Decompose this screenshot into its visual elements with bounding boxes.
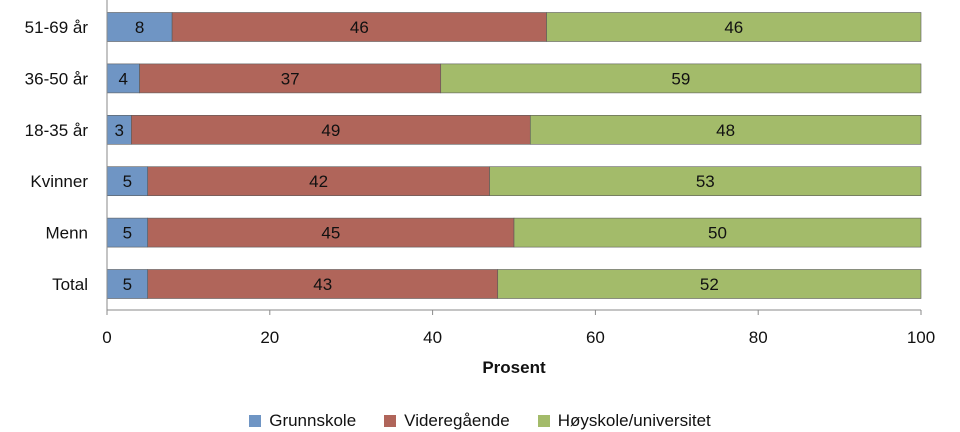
x-tick-label: 0 <box>102 328 111 347</box>
data-label-h-yskole-universitet-5: 50 <box>708 224 727 243</box>
bar-videreg-ende-1 <box>171 12 547 42</box>
bar-h-yskole-universitet-6 <box>497 269 922 299</box>
category-label: 18-35 år <box>25 121 89 140</box>
bar-grunnskole-1 <box>106 12 173 42</box>
legend-swatch-grunnskole <box>249 415 262 427</box>
x-axis-title: Prosent <box>482 358 546 377</box>
data-labels-layer: 8 46 46 4 37 59 3 49 48 5 42 53 5 45 50 5 43 52 <box>114 18 743 294</box>
data-label-grunnskole-2: 4 <box>119 69 128 88</box>
data-label-grunnskole-4: 5 <box>123 172 132 191</box>
legend-item-grunnskole: Grunnskole <box>249 411 356 431</box>
legend-item-videregaende: Videregående <box>384 411 510 431</box>
stacked-bar-chart: 8 46 46 4 37 59 3 49 48 5 42 53 5 45 50 5 43 52 51-69 år 3… <box>25 0 935 377</box>
bar-videreg-ende-6 <box>147 269 499 299</box>
category-label: Total <box>52 275 88 294</box>
axes-layer: 51-69 år 36-50 år 18-35 år Kvinner Menn Total… <box>25 0 935 347</box>
data-label-videreg-ende-4: 42 <box>309 172 328 191</box>
data-label-videreg-ende-6: 43 <box>313 275 332 294</box>
data-label-videreg-ende-2: 37 <box>281 69 300 88</box>
category-label: Kvinner <box>30 172 88 191</box>
legend: Grunnskole Videregående Høyskole/univers… <box>0 410 960 432</box>
data-label-grunnskole-6: 5 <box>123 275 132 294</box>
bar-h-yskole-universitet-4 <box>489 166 922 196</box>
x-tick-label: 60 <box>586 328 605 347</box>
x-tick-label: 80 <box>749 328 768 347</box>
x-tick-label: 40 <box>423 328 442 347</box>
data-label-h-yskole-universitet-2: 59 <box>671 69 690 88</box>
data-label-videreg-ende-3: 49 <box>321 121 340 140</box>
legend-label-hoyskole: Høyskole/universitet <box>557 411 711 430</box>
bar-grunnskole-5 <box>106 217 149 248</box>
data-label-h-yskole-universitet-3: 48 <box>716 121 735 140</box>
legend-item-hoyskole: Høyskole/universitet <box>537 411 711 431</box>
bar-h-yskole-universitet-2 <box>440 63 922 94</box>
data-label-h-yskole-universitet-4: 53 <box>696 172 715 191</box>
data-label-grunnskole-1: 8 <box>135 18 144 37</box>
legend-label-videregaende: Videregående <box>404 411 510 430</box>
bar-videreg-ende-5 <box>147 217 515 248</box>
x-tick-label: 100 <box>907 328 935 347</box>
legend-swatch-videregaende <box>384 415 397 427</box>
bar-h-yskole-universitet-1 <box>546 12 922 42</box>
data-label-grunnskole-5: 5 <box>123 224 132 243</box>
category-label: 51-69 år <box>25 18 89 37</box>
x-tick-label: 20 <box>260 328 279 347</box>
data-label-h-yskole-universitet-1: 46 <box>724 18 743 37</box>
bar-videreg-ende-3 <box>131 115 531 145</box>
bars-layer <box>106 12 922 299</box>
bar-grunnskole-3 <box>106 115 132 145</box>
data-label-videreg-ende-5: 45 <box>321 224 340 243</box>
bar-grunnskole-4 <box>106 166 149 196</box>
bar-h-yskole-universitet-5 <box>513 217 922 248</box>
bar-videreg-ende-2 <box>139 63 442 94</box>
legend-label-grunnskole: Grunnskole <box>269 411 357 430</box>
category-label: 36-50 år <box>25 69 89 88</box>
data-label-h-yskole-universitet-6: 52 <box>700 275 719 294</box>
category-label: Menn <box>45 224 88 243</box>
data-label-grunnskole-3: 3 <box>114 121 123 140</box>
legend-swatch-hoyskole <box>537 415 550 427</box>
data-label-videreg-ende-1: 46 <box>350 18 369 37</box>
bar-h-yskole-universitet-3 <box>529 115 922 145</box>
